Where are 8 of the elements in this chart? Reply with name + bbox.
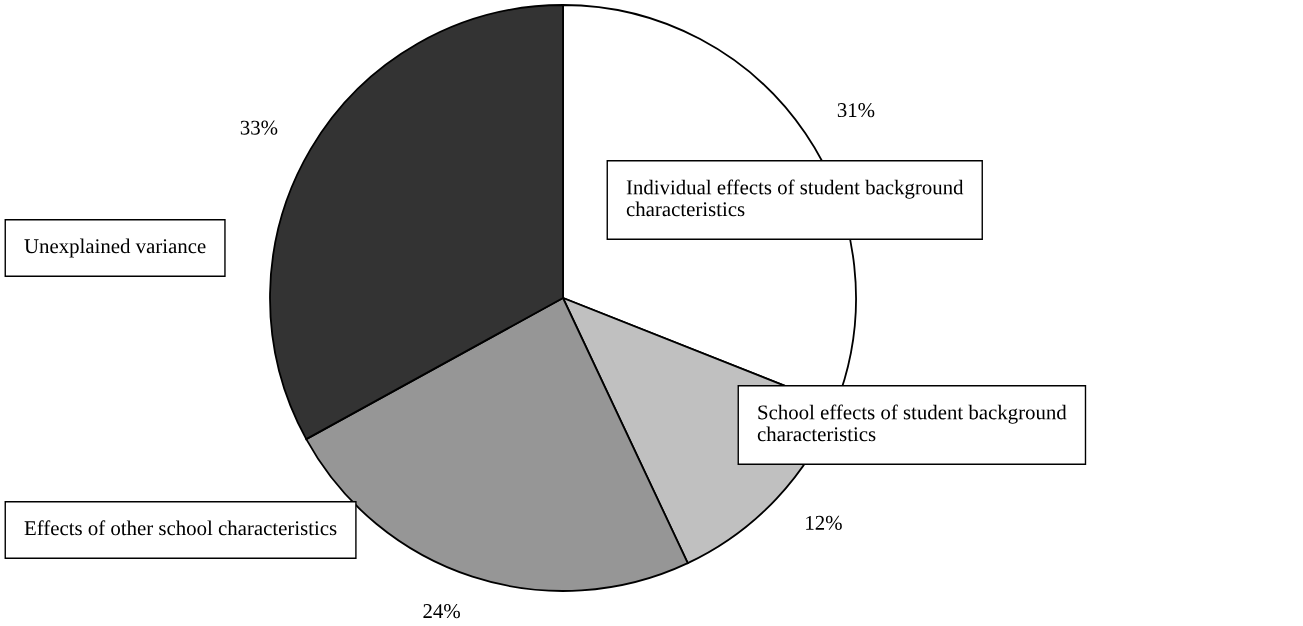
slice-label: School effects of student background characteristics: [757, 404, 1067, 442]
data-label: 12%: [806, 515, 842, 530]
data-label: 31%: [837, 103, 875, 118]
data-label: 24%: [423, 604, 460, 619]
slice-label: Individual effects of student background characteristics: [626, 179, 964, 217]
slice-label: Effects of other school characteristics: [24, 520, 337, 536]
data-label: 33%: [240, 120, 278, 135]
slice-label: Unexplained variance: [24, 238, 206, 258]
